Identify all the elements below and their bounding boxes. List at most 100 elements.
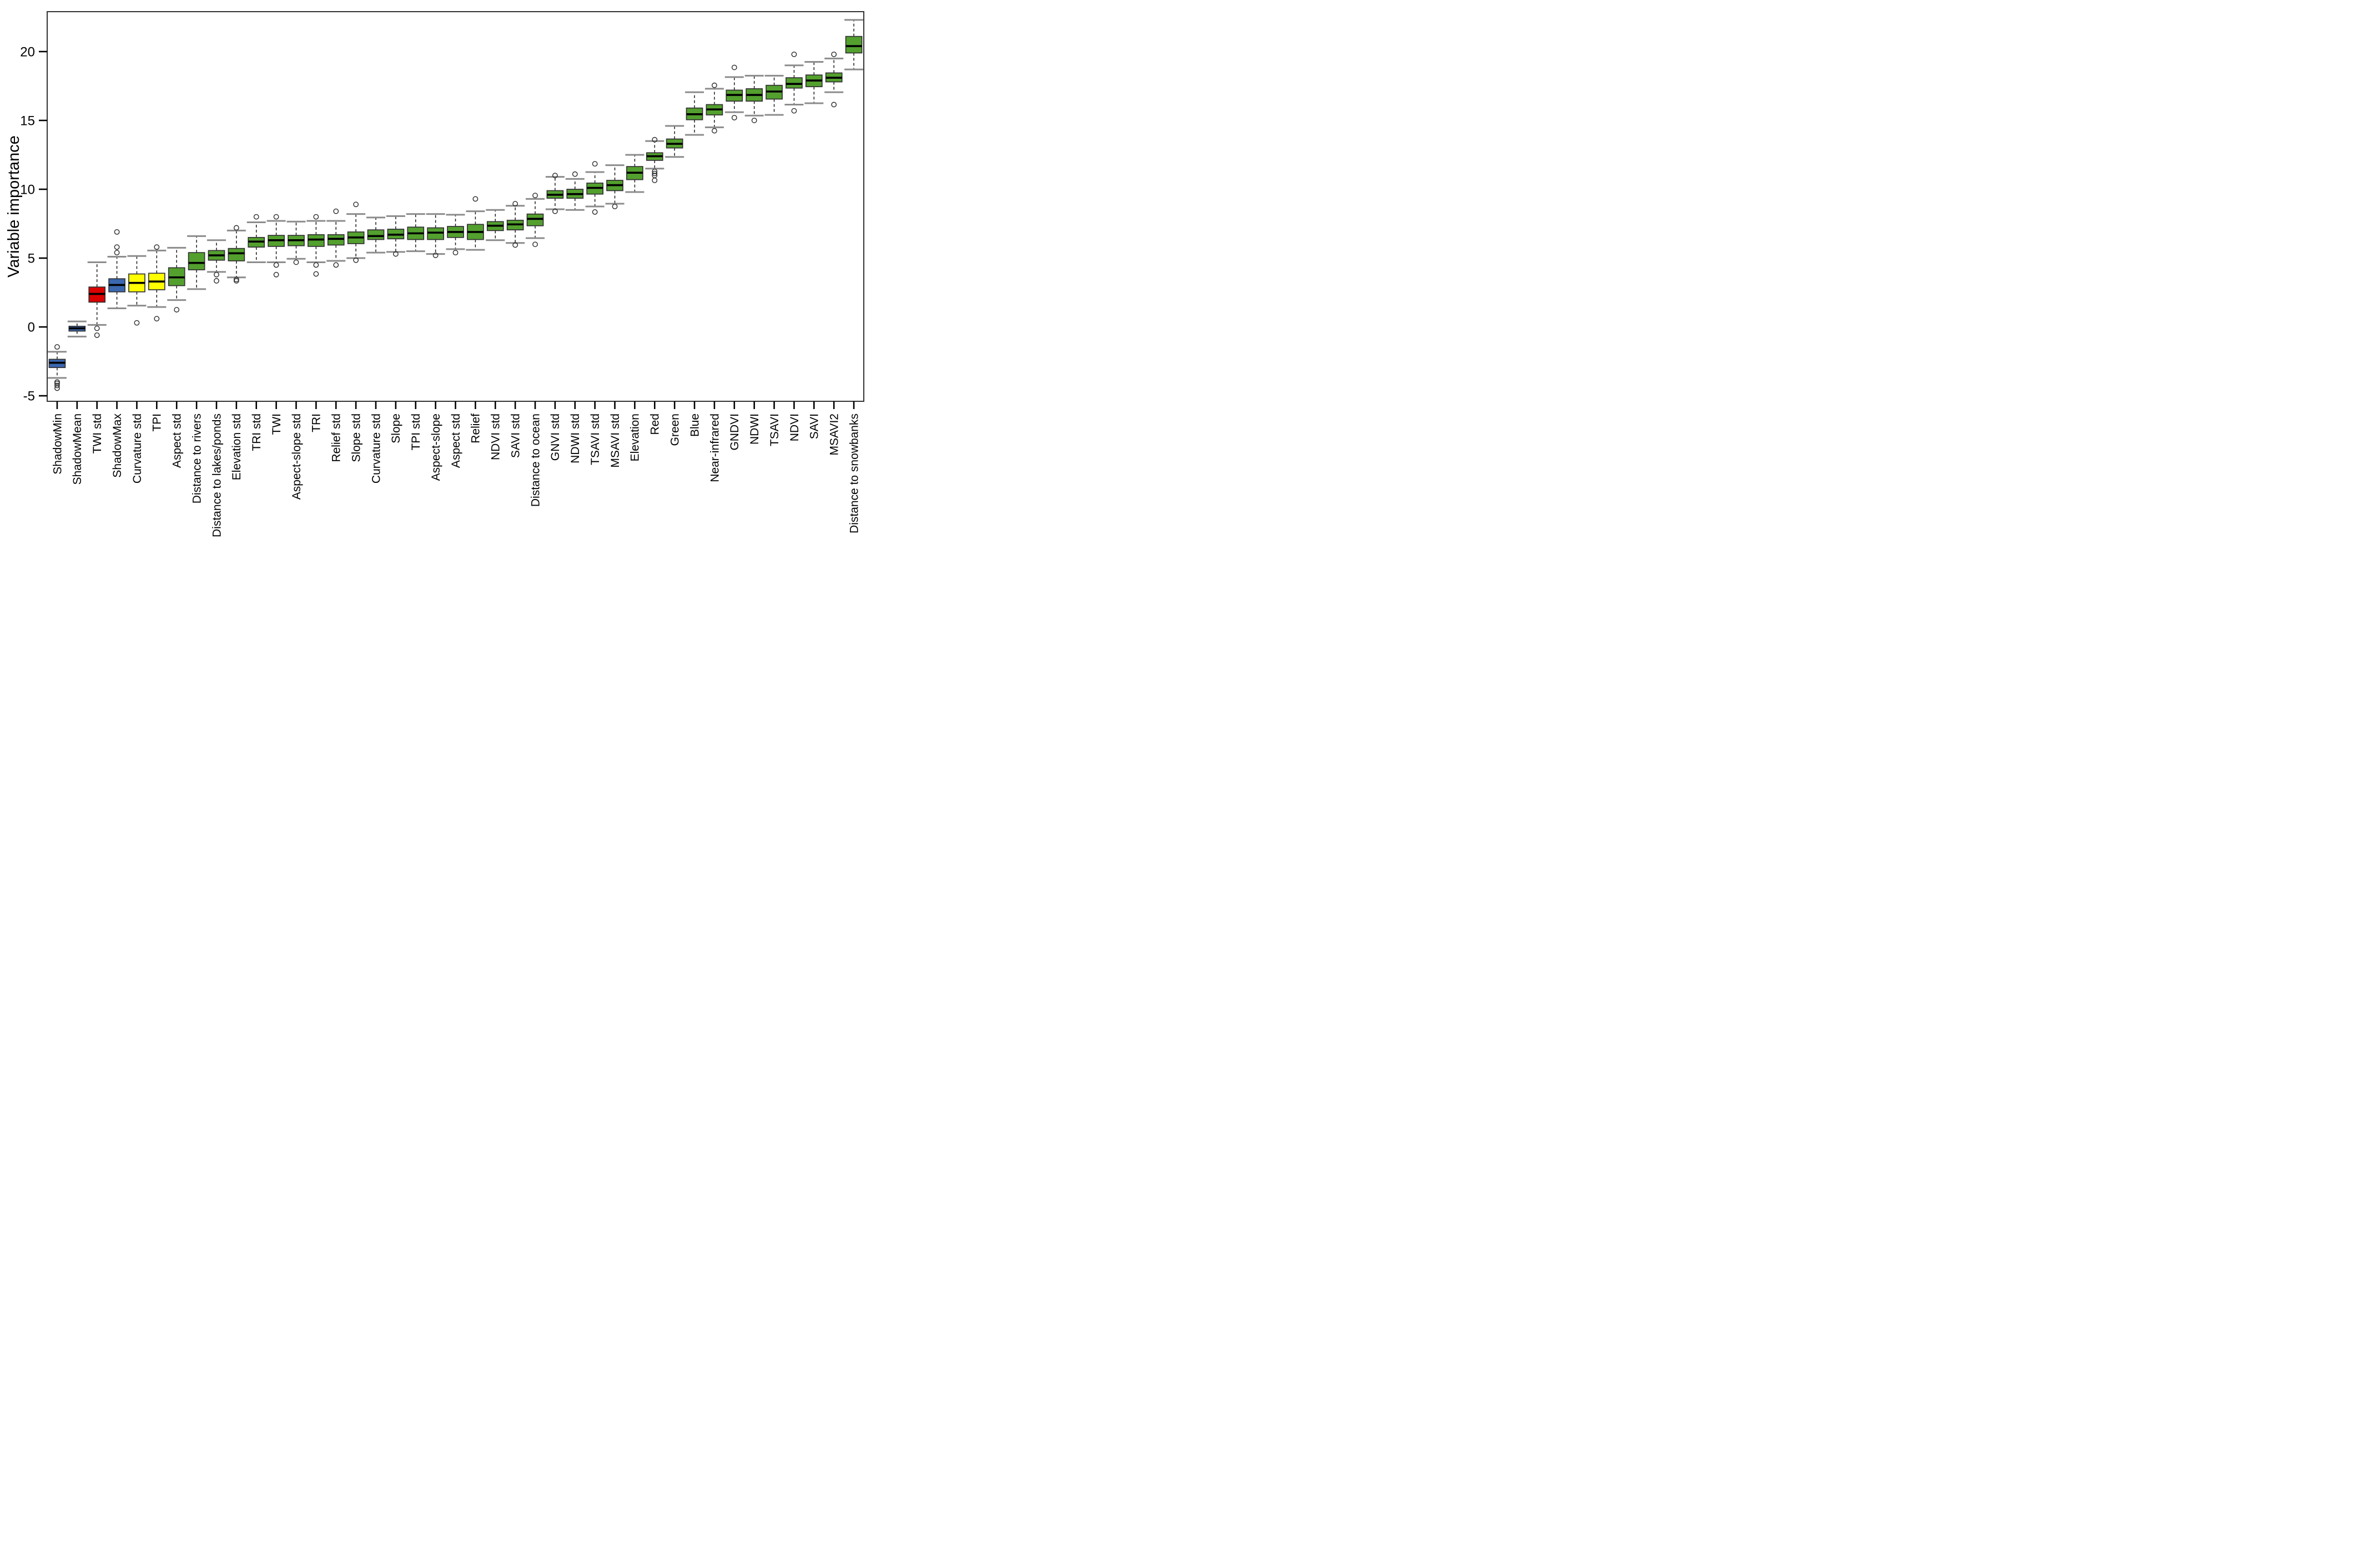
outlier-point: [831, 51, 837, 57]
outlier-point: [54, 382, 60, 389]
x-category-label: Elevation std: [230, 414, 243, 480]
box-group-Elevation: Elevation: [625, 154, 645, 461]
iqr-box: [786, 77, 803, 89]
x-category-label: Relief std: [330, 414, 343, 462]
box-group-Distance-to-snowbanks: Distance to snowbanks: [844, 19, 864, 533]
box-group-Distance-to-ocean: Distance to ocean: [526, 193, 545, 507]
outlier-point: [114, 229, 120, 235]
outlier-point: [592, 161, 598, 167]
outlier-point: [333, 208, 339, 214]
box-group-TSAVI-std: TSAVI std: [585, 161, 605, 465]
outlier-point: [154, 316, 160, 322]
x-category-label: TRI: [310, 414, 323, 432]
box-group-Relief-std: Relief std: [326, 208, 346, 462]
iqr-box: [367, 229, 385, 240]
box-group-TRI: TRI: [306, 214, 326, 432]
x-category-label: ShadowMin: [51, 414, 64, 475]
box-group-Near-infrared: Near-infrared: [704, 82, 724, 482]
x-category-label: NDVI std: [490, 414, 502, 460]
x-category-label: Curvature std: [370, 414, 382, 483]
y-tick-label: -5: [23, 389, 35, 404]
y-axis-title: Variable importance: [5, 135, 23, 278]
outlier-point: [731, 115, 737, 120]
box-group-Curvature-std: Curvature std: [127, 255, 147, 483]
box-group-TWI: TWI: [266, 214, 286, 435]
outlier-point: [652, 177, 658, 183]
box-group-Aspect-slope-std: Aspect-slope std: [286, 220, 306, 500]
box-group-NDWI: NDWI: [744, 74, 764, 445]
box-group-NDWI-std: NDWI std: [565, 171, 585, 463]
outlier-point: [612, 204, 618, 209]
box-group-Aspect-std: Aspect std: [446, 214, 465, 468]
box-group-ShadowMax: ShadowMax: [107, 229, 127, 478]
x-category-label: Elevation: [629, 414, 642, 461]
box-group-GNDVI: GNDVI: [724, 64, 744, 451]
box-group-Aspect-slope: Aspect-slope: [426, 213, 445, 481]
box-group-MSAVI-std: MSAVI std: [605, 164, 625, 468]
outlier-point: [94, 332, 100, 338]
outlier-point: [712, 128, 717, 134]
box-group-Aspect-std: Aspect std: [167, 246, 187, 468]
x-category-label: TSAVI std: [589, 414, 602, 465]
box-group-TWI-std: TWI std: [87, 261, 107, 453]
plot-border: [47, 11, 864, 402]
box-group-Blue: Blue: [685, 91, 704, 437]
outlier-point: [114, 250, 120, 255]
outlier-point: [791, 51, 797, 57]
x-category-label: MSAVI std: [609, 414, 622, 468]
iqr-box: [526, 213, 544, 226]
x-category-label: GNDVI: [728, 414, 741, 451]
x-category-label: NDWI: [748, 414, 761, 445]
outlier-point: [273, 271, 279, 278]
outlier-point: [214, 278, 219, 284]
box-group-Distance-to-rivers: Distance to rivers: [187, 235, 207, 503]
x-category-label: SAVI std: [509, 414, 522, 458]
box-group-NDVI: NDVI: [784, 51, 804, 441]
y-tick-label: 10: [20, 182, 35, 197]
outlier-point: [214, 271, 219, 278]
y-tick-label: 0: [28, 320, 35, 335]
box-group-Slope-std: Slope std: [346, 201, 366, 462]
outlier-point: [712, 82, 717, 88]
outlier-point: [392, 251, 399, 257]
x-category-label: TSAVI: [768, 414, 781, 446]
box-group-GNVI-std: GNVI std: [545, 173, 565, 461]
outlier-point: [313, 262, 319, 268]
outlier-point: [333, 262, 339, 268]
outlier-point: [472, 196, 479, 202]
x-category-label: Near-infrared: [708, 414, 721, 482]
x-category-label: MSAVI2: [828, 414, 841, 455]
outlier-point: [572, 171, 578, 177]
x-category-label: Aspect-slope std: [290, 414, 303, 500]
x-category-label: Distance to ocean: [529, 414, 542, 507]
outlier-point: [313, 214, 319, 220]
box-group-Red: Red: [645, 137, 664, 435]
outlier-point: [313, 271, 319, 277]
outlier-point: [174, 307, 180, 312]
outlier-point: [512, 242, 518, 248]
x-category-label: NDVI: [788, 414, 801, 441]
box-group-ShadowMin: ShadowMin: [47, 344, 67, 475]
x-category-label: Slope std: [350, 414, 363, 462]
x-category-label: Blue: [688, 414, 701, 437]
iqr-box: [427, 227, 444, 240]
box-group-Distance-to-lakes-ponds: Distance to lakes/ponds: [207, 239, 226, 537]
x-category-label: GNVI std: [549, 414, 562, 461]
outlier-point: [652, 170, 658, 177]
outlier-point: [652, 137, 658, 143]
outlier-point: [54, 385, 60, 391]
x-category-label: Slope: [390, 414, 402, 443]
iqr-box: [327, 234, 345, 246]
outlier-point: [731, 64, 737, 70]
x-category-label: Red: [649, 414, 662, 435]
y-tick-label: 5: [28, 251, 35, 266]
box-layer: ShadowMin ShadowMean TWI std ShadowMax Curva…: [47, 19, 864, 537]
box-group-MSAVI2: MSAVI2: [824, 51, 844, 455]
iqr-box: [845, 36, 863, 54]
outlier-point: [532, 193, 538, 199]
outlier-point: [293, 259, 299, 265]
outlier-point: [552, 208, 558, 214]
outlier-point: [353, 257, 359, 263]
box-group-SAVI-std: SAVI std: [506, 201, 525, 458]
